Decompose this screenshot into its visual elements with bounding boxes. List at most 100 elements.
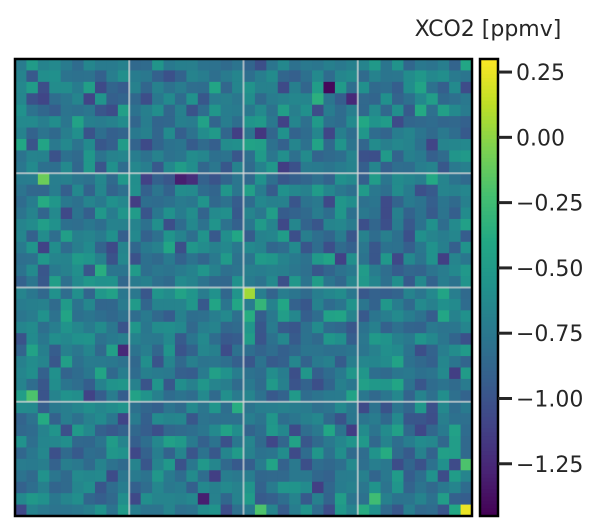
heatmap-cell xyxy=(300,150,313,163)
heatmap-cell xyxy=(174,173,187,186)
heatmap-cell xyxy=(369,493,382,506)
heatmap-cell xyxy=(174,184,187,197)
heatmap-cell xyxy=(232,70,245,83)
heatmap-cell xyxy=(403,333,416,346)
colorbar-segment xyxy=(480,146,498,151)
heatmap-cell xyxy=(346,93,359,106)
colorbar-segment xyxy=(480,455,498,460)
colorbar-segment xyxy=(480,314,498,319)
heatmap-cell xyxy=(437,161,450,174)
heatmap-cell xyxy=(277,59,290,72)
heatmap-cell xyxy=(83,150,96,163)
heatmap-cell xyxy=(186,230,199,243)
heatmap-cell xyxy=(174,116,187,129)
heatmap-cell xyxy=(414,207,427,220)
heatmap-cell xyxy=(380,310,393,323)
colorbar-segment xyxy=(480,493,498,498)
heatmap-cell xyxy=(380,276,393,289)
heatmap-cell xyxy=(357,310,370,323)
heatmap-cell xyxy=(60,104,73,117)
heatmap-cell xyxy=(414,81,427,94)
heatmap-cell xyxy=(243,218,256,231)
heatmap-cell xyxy=(49,424,62,437)
heatmap-cell xyxy=(369,298,382,311)
heatmap-cell xyxy=(243,298,256,311)
heatmap-cell xyxy=(117,196,130,209)
heatmap-cell xyxy=(243,470,256,483)
colorbar-segment xyxy=(480,169,498,174)
heatmap-cell xyxy=(140,378,153,391)
heatmap-cell xyxy=(106,93,119,106)
heatmap-cell xyxy=(289,390,302,403)
colorbar-segment xyxy=(480,154,498,159)
heatmap-cell xyxy=(129,367,142,380)
heatmap-cell xyxy=(300,287,313,300)
heatmap-cell xyxy=(323,138,336,152)
heatmap-cell xyxy=(129,356,142,369)
heatmap-cell xyxy=(437,481,450,494)
heatmap-cell xyxy=(15,401,28,414)
heatmap-cell xyxy=(392,173,405,186)
heatmap-cell xyxy=(60,59,73,72)
heatmap-cell xyxy=(254,127,267,140)
heatmap-cell xyxy=(117,253,130,266)
heatmap-cell xyxy=(426,241,439,254)
heatmap-cell xyxy=(243,93,256,106)
heatmap-cell xyxy=(266,116,279,129)
heatmap-cell xyxy=(60,298,73,311)
heatmap-cell xyxy=(254,458,267,471)
heatmap-cell xyxy=(163,458,176,471)
heatmap-cell xyxy=(197,230,210,243)
heatmap-cell xyxy=(323,104,336,117)
heatmap-cell xyxy=(289,287,302,300)
heatmap-cell xyxy=(426,150,439,163)
heatmap-cell xyxy=(209,287,222,300)
heatmap-cell xyxy=(49,470,62,483)
colorbar-segment xyxy=(480,508,498,513)
heatmap-cell xyxy=(15,321,28,334)
heatmap-cell xyxy=(94,298,108,311)
heatmap-cell xyxy=(83,241,96,254)
heatmap-cell xyxy=(403,378,416,391)
heatmap-cell xyxy=(117,321,130,334)
heatmap-cell xyxy=(414,184,427,197)
heatmap-cell xyxy=(186,138,199,152)
heatmap-cell xyxy=(323,413,336,426)
heatmap-cell xyxy=(266,356,279,369)
heatmap-cell xyxy=(323,196,336,209)
heatmap-cell xyxy=(254,287,267,300)
heatmap-cell xyxy=(266,333,279,346)
heatmap-cell xyxy=(323,401,336,414)
heatmap-cell xyxy=(334,104,347,117)
heatmap-cell xyxy=(197,321,210,334)
heatmap-cell xyxy=(152,390,165,403)
heatmap-cell xyxy=(392,436,405,449)
heatmap-cell xyxy=(403,104,416,117)
heatmap-cell xyxy=(129,81,142,94)
heatmap-cell xyxy=(232,424,245,437)
heatmap-cell xyxy=(289,184,302,197)
heatmap-cell xyxy=(49,310,62,323)
heatmap-cell xyxy=(392,116,405,129)
heatmap-cell xyxy=(312,401,325,414)
heatmap-cell xyxy=(232,436,245,449)
heatmap-cell xyxy=(129,253,142,266)
colorbar-segment xyxy=(480,477,498,483)
heatmap-cell xyxy=(60,481,73,494)
heatmap-cell xyxy=(197,458,210,471)
heatmap-cell xyxy=(220,344,233,357)
heatmap-cell xyxy=(106,116,119,129)
heatmap-cell xyxy=(460,447,473,460)
heatmap-cell xyxy=(152,493,165,506)
heatmap-cell xyxy=(414,504,427,517)
heatmap-cell xyxy=(380,230,393,243)
heatmap-cell xyxy=(449,93,462,106)
heatmap-cell xyxy=(37,481,50,494)
heatmap-cell xyxy=(163,493,176,506)
heatmap-cell xyxy=(312,458,325,471)
heatmap-cell xyxy=(163,127,176,140)
heatmap-cell xyxy=(49,104,62,117)
heatmap-cell xyxy=(186,127,199,140)
heatmap-cell xyxy=(209,207,222,220)
heatmap-cell xyxy=(129,493,142,506)
